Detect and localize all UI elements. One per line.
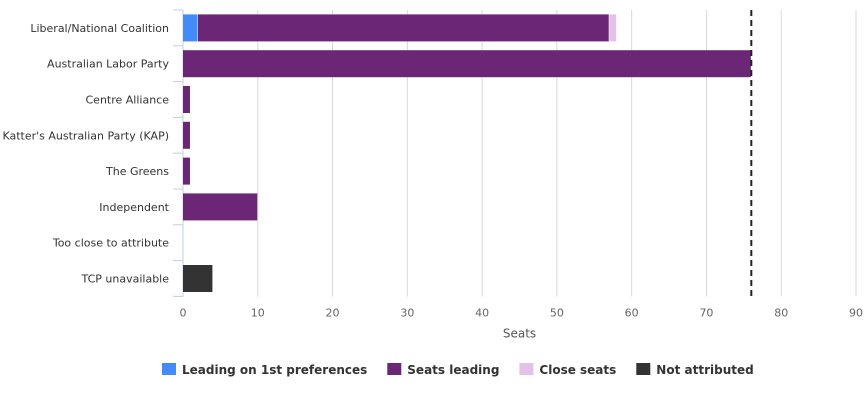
category-label: TCP unavailable — [81, 273, 170, 286]
bar-segment[interactable] — [183, 14, 198, 42]
category-label: The Greens — [105, 165, 169, 178]
legend-label: Seats leading — [407, 363, 499, 377]
bar-segment[interactable] — [183, 50, 751, 78]
legend-swatch — [519, 363, 534, 375]
legend-swatch — [162, 363, 176, 375]
bar-segment[interactable] — [183, 86, 190, 113]
legend-item[interactable]: Seats leading — [387, 363, 499, 377]
category-label: Centre Alliance — [86, 94, 170, 107]
bar-segment[interactable] — [183, 121, 190, 149]
category-label: Liberal/National Coalition — [30, 22, 169, 35]
x-tick-label: 30 — [400, 306, 414, 319]
bar-segment[interactable] — [609, 14, 617, 42]
legend-label: Leading on 1st preferences — [182, 363, 367, 377]
legend-swatch — [387, 363, 402, 375]
x-tick-label: 90 — [849, 306, 863, 319]
category-label: Katter's Australian Party (KAP) — [2, 129, 169, 142]
category-label: Australian Labor Party — [47, 58, 169, 71]
legend-item[interactable]: Leading on 1st preferences — [162, 363, 367, 377]
category-label: Too close to attribute — [52, 237, 169, 250]
legend-label: Close seats — [539, 363, 616, 377]
x-tick-label: 0 — [180, 306, 187, 319]
legend-swatch — [636, 363, 651, 375]
category-label: Independent — [99, 201, 169, 214]
x-tick-label: 40 — [475, 306, 489, 319]
x-tick-label: 70 — [699, 306, 713, 319]
bar-segment[interactable] — [183, 157, 190, 185]
legend-item[interactable]: Close seats — [519, 363, 616, 377]
x-tick-label: 20 — [326, 306, 340, 319]
bar-segment[interactable] — [183, 193, 258, 221]
legend-label: Not attributed — [656, 363, 753, 377]
bar-segment[interactable] — [197, 14, 609, 42]
legend-item[interactable]: Not attributed — [636, 363, 754, 377]
x-axis-title: Seats — [503, 326, 536, 340]
bar-segment[interactable] — [183, 265, 213, 292]
x-tick-label: 10 — [251, 306, 265, 319]
x-tick-label: 50 — [550, 306, 564, 319]
x-tick-label: 80 — [774, 306, 788, 319]
x-tick-label: 60 — [625, 306, 639, 319]
